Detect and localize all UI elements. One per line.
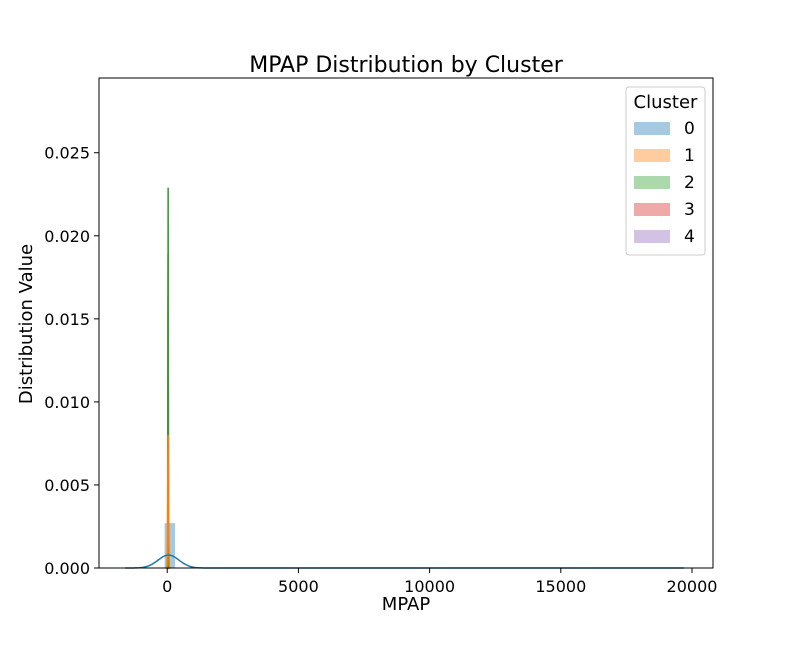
legend-label-cluster-4: 4 <box>684 227 695 247</box>
y-tick-label: 0.025 <box>44 144 90 163</box>
x-axis: 0 5000 10000 15000 20000 <box>162 568 717 596</box>
chart-title: MPAP Distribution by Cluster <box>249 53 564 78</box>
kde-line-cluster-0 <box>125 554 685 569</box>
legend: Cluster 0 1 2 3 4 <box>625 86 706 256</box>
legend-label-cluster-2: 2 <box>684 173 695 193</box>
plot-frame <box>98 77 714 569</box>
y-tick-label: 0.005 <box>44 476 90 495</box>
x-tick-label: 15000 <box>535 577 586 596</box>
histogram-layer <box>164 385 176 568</box>
legend-label-cluster-1: 1 <box>684 146 695 166</box>
hist-bar-cluster-0 <box>164 523 176 568</box>
legend-swatch-cluster-3 <box>634 203 670 216</box>
y-tick-label: 0.010 <box>44 393 90 412</box>
y-tick-label: 0.015 <box>44 310 90 329</box>
x-tick-label: 5000 <box>278 577 319 596</box>
y-axis-label: Distribution Value <box>16 244 37 404</box>
legend-swatch-cluster-1 <box>634 149 670 162</box>
y-tick-label: 0.000 <box>44 559 90 578</box>
x-tick-label: 10000 <box>404 577 455 596</box>
legend-swatch-cluster-0 <box>634 122 670 135</box>
x-tick-label: 0 <box>162 577 172 596</box>
legend-title: Cluster <box>634 92 698 113</box>
y-axis: 0.000 0.005 0.010 0.015 0.020 0.025 <box>44 144 99 578</box>
x-tick-label: 20000 <box>667 577 718 596</box>
legend-swatch-cluster-4 <box>634 230 670 243</box>
kde-layer <box>125 187 685 569</box>
legend-swatch-cluster-2 <box>634 176 670 189</box>
x-axis-label: MPAP <box>382 594 431 615</box>
legend-label-cluster-0: 0 <box>684 119 695 139</box>
legend-items: 0 1 2 3 4 <box>634 119 695 247</box>
legend-label-cluster-3: 3 <box>684 200 695 220</box>
y-tick-label: 0.020 <box>44 227 90 246</box>
legend-box <box>625 86 706 256</box>
